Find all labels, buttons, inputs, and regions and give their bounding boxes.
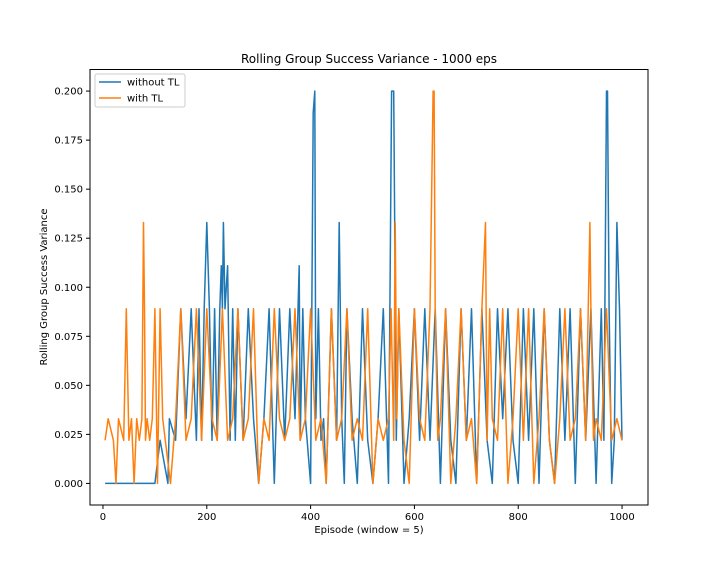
x-axis-label: Episode (window = 5) [314,525,423,536]
legend: without TL with TL [94,73,186,108]
y-axis-label: Rolling Group Success Variance [39,208,50,365]
x-axis-ticks: 0 200 400 600 800 1000 [100,505,635,523]
y-axis-ticks: 0.000 0.025 0.050 0.075 0.100 0.125 0.150 0.175… [54,87,90,490]
y-tick-label: 0.175 [54,136,83,147]
x-tick-label: 1000 [609,512,634,523]
y-tick-label: 0.200 [54,87,83,98]
y-tick-label: 0.050 [54,381,83,392]
y-tick-label: 0.125 [54,234,83,245]
x-tick-label: 200 [197,512,216,523]
x-tick-label: 400 [301,512,320,523]
y-tick-label: 0.150 [54,185,83,196]
x-tick-label: 0 [100,512,106,523]
y-tick-label: 0.000 [54,479,83,490]
y-tick-label: 0.025 [54,430,83,441]
series-line-1 [104,90,623,485]
legend-label-with-tl: with TL [127,94,164,105]
chart-title: Rolling Group Success Variance - 1000 ep… [241,52,497,66]
y-tick-label: 0.075 [54,332,83,343]
x-tick-label: 600 [405,512,424,523]
y-tick-label: 0.100 [54,283,83,294]
plot-lines [104,90,623,485]
x-tick-label: 800 [509,512,528,523]
legend-label-without-tl: without TL [127,78,180,89]
